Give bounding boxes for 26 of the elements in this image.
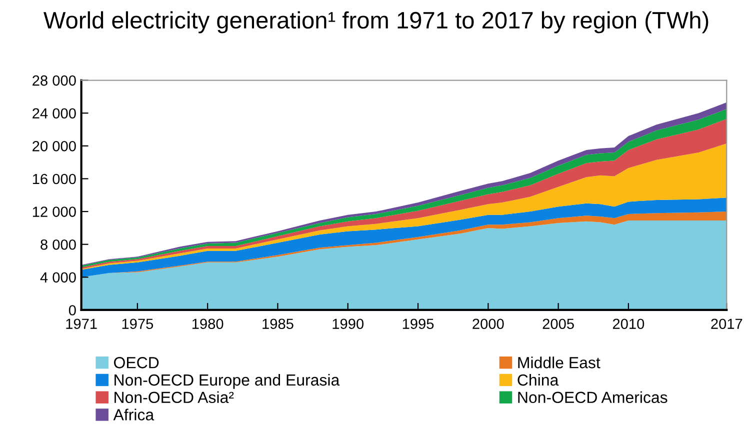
x-tick-label: 1995 (402, 318, 434, 330)
x-tick-label: 2017 (711, 318, 742, 330)
legend-label: Middle East (518, 356, 600, 368)
legend-label: OECD (114, 357, 159, 368)
x-tick-label: 2010 (612, 318, 644, 330)
x-tick-label: 1971 (66, 318, 97, 330)
x-tick-label: 2000 (472, 318, 504, 330)
y-tick-label: 20 000 (32, 141, 76, 152)
legend-label: China (518, 374, 559, 386)
y-tick-label: 28 000 (32, 75, 76, 86)
x-tick-label: 1985 (262, 318, 294, 330)
y-tick-label: 16 000 (32, 174, 76, 184)
y-tick-label: 0 (68, 305, 76, 316)
x-tick-label: 1975 (122, 318, 154, 330)
y-tick-label: 4 000 (40, 272, 76, 283)
x-tick-label: 1990 (332, 318, 364, 330)
y-tick-label: 8 000 (40, 239, 76, 250)
legend-label: Non-OECD Europe and Eurasia (114, 374, 340, 389)
y-tick-label: 24 000 (32, 108, 76, 119)
y-tick-label: 12 000 (32, 206, 76, 217)
legend-label: Non-OECD Americas (518, 391, 668, 404)
legend-label: Non-OECD Asia² (114, 391, 234, 404)
legend-label: Africa (113, 408, 154, 420)
x-tick-label: 1980 (192, 318, 224, 330)
chart-title: World electricity generation¹ from 1971 to 2017 by region (TWh) (44, 11, 708, 34)
x-tick-label: 2005 (542, 318, 574, 330)
